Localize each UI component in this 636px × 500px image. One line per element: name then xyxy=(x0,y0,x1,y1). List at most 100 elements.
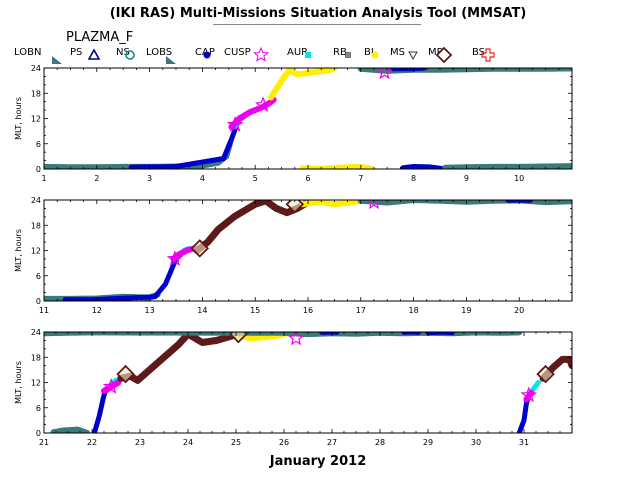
circle-icon xyxy=(125,50,135,60)
legend-item: NS xyxy=(116,47,135,60)
x-tick-label: 21 xyxy=(39,438,49,447)
legend: LOBN PS NS LOBS CAP CUSP AUR RB BL MS MP BS xyxy=(14,46,495,64)
y-tick-label: 0 xyxy=(36,165,41,174)
legend-label: BL xyxy=(364,47,377,58)
x-tick-label: 5 xyxy=(253,174,258,183)
mp-marker xyxy=(229,332,248,344)
x-tick-label: 3 xyxy=(147,174,152,183)
series-cusp xyxy=(523,390,535,403)
x-tick-label: 28 xyxy=(375,438,385,447)
mp-marker xyxy=(190,239,210,258)
y-tick-label: 12 xyxy=(31,115,41,124)
series-mp xyxy=(117,332,240,384)
mission-label: PLAZMA_F xyxy=(66,30,134,45)
legend-label: LOBN xyxy=(14,47,41,58)
y-tick-label: 6 xyxy=(36,272,41,281)
mp-marker xyxy=(536,364,555,384)
y-tick-label: 12 xyxy=(31,247,41,256)
plot-frame xyxy=(43,331,573,434)
diamond-icon xyxy=(435,46,453,64)
legend-item: CAP xyxy=(195,47,215,59)
x-tick-label: 13 xyxy=(145,306,155,315)
legend-item: BL xyxy=(364,47,379,59)
x-tick-label: 24 xyxy=(183,438,193,447)
triangle-down-icon xyxy=(408,51,418,61)
y-axis-label: MLT, hours xyxy=(14,97,23,140)
y-tick-label: 12 xyxy=(31,379,41,388)
series-cap xyxy=(425,332,455,336)
x-tick-label: 16 xyxy=(303,306,313,315)
title-underline xyxy=(213,24,421,25)
y-tick-label: 24 xyxy=(31,328,41,337)
x-tick-label: 4 xyxy=(200,174,205,183)
series-lobn xyxy=(442,163,572,169)
filled-circle-icon xyxy=(203,51,211,59)
legend-item: RB xyxy=(333,47,351,58)
x-axis-label: January 2012 xyxy=(269,454,367,469)
legend-label: MP xyxy=(428,47,443,58)
filled-square-icon xyxy=(305,52,311,58)
x-tick-label: 22 xyxy=(87,438,97,447)
x-tick-label: 26 xyxy=(279,438,289,447)
y-tick-label: 18 xyxy=(31,89,41,98)
legend-label: MS xyxy=(390,47,405,58)
x-tick-label: 12 xyxy=(92,306,102,315)
x-tick-label: 27 xyxy=(327,438,337,447)
y-axis-label: MLT, hours xyxy=(14,229,23,272)
y-tick-label: 18 xyxy=(31,221,41,230)
x-tick-label: 20 xyxy=(514,306,524,315)
cusp-marker xyxy=(254,96,272,113)
y-axis-label: MLT, hours xyxy=(14,361,23,404)
series-cap xyxy=(400,164,448,169)
y-tick-label: 6 xyxy=(36,140,41,149)
legend-item: LOBS xyxy=(146,47,176,64)
legend-label: CUSP xyxy=(224,47,251,58)
filled-circle-icon xyxy=(371,51,379,59)
y-tick-label: 24 xyxy=(31,64,41,73)
filled-triangle-icon xyxy=(52,56,62,64)
x-tick-label: 29 xyxy=(423,438,433,447)
chart-panel: 11 12 13 14 15 16 17 18 19 20 0 6 12 18 24 MLT, hours xyxy=(14,196,573,315)
x-tick-label: 30 xyxy=(471,438,481,447)
x-tick-label: 14 xyxy=(197,306,207,315)
cusp-marker xyxy=(376,68,393,80)
cusp-marker xyxy=(520,386,538,403)
plot-frame xyxy=(43,199,573,302)
series-bl xyxy=(299,200,364,208)
legend-label: AUR xyxy=(287,47,308,58)
y-tick-label: 0 xyxy=(36,297,41,306)
mp-marker xyxy=(285,200,305,214)
page-title: (IKI RAS) Multi-Missions Situation Analy… xyxy=(109,6,527,21)
x-tick-label: 1 xyxy=(41,174,46,183)
star-icon xyxy=(252,46,270,62)
y-tick-label: 6 xyxy=(36,404,41,413)
plot-frame xyxy=(43,67,573,170)
cusp-marker xyxy=(102,378,120,394)
x-tick-label: 15 xyxy=(250,306,260,315)
legend-label: NS xyxy=(116,47,130,58)
legend-item: MS xyxy=(390,47,418,61)
y-tick-label: 0 xyxy=(36,429,41,438)
legend-label: PS xyxy=(70,47,82,58)
x-tick-label: 31 xyxy=(519,438,529,447)
x-tick-label: 18 xyxy=(409,306,419,315)
x-tick-label: 9 xyxy=(464,174,469,183)
x-tick-label: 2 xyxy=(94,174,99,183)
cusp-marker xyxy=(366,200,382,210)
cusp-marker xyxy=(166,250,184,266)
small-square-icon xyxy=(345,52,351,58)
x-tick-label: 19 xyxy=(461,306,471,315)
legend-label: RB xyxy=(333,47,347,58)
x-tick-label: 23 xyxy=(135,438,145,447)
x-tick-label: 25 xyxy=(231,438,241,447)
legend-item: BS xyxy=(472,47,495,62)
x-tick-label: 17 xyxy=(356,306,366,315)
triangle-icon xyxy=(87,48,101,60)
filled-triangle-icon xyxy=(166,56,176,64)
chart-panel: 21 22 23 24 25 26 27 28 29 30 31 0 6 12 18 24 MLT, hours xyxy=(14,328,573,447)
series-bl xyxy=(268,68,338,101)
series-cusp xyxy=(170,245,198,262)
